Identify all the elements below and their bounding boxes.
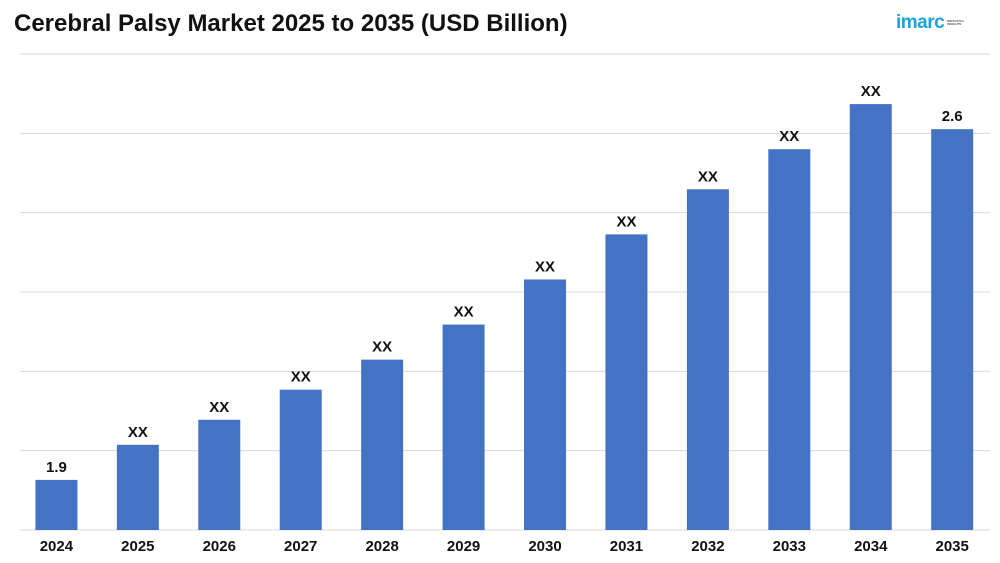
bar-2028 [361,359,404,530]
x-tick-label-2028: 2028 [365,538,398,555]
bar-2032 [686,189,729,530]
data-label-2026: XX [209,399,229,416]
data-label-2028: XX [372,339,392,356]
data-label-2031: XX [616,213,636,230]
bar-2033 [768,149,811,530]
x-tick-label-2033: 2033 [773,538,806,555]
bar-2025 [116,444,159,530]
x-tick-label-2031: 2031 [610,538,643,555]
bar-2035 [931,129,974,530]
data-label-2033: XX [779,128,799,145]
data-label-2027: XX [291,369,311,386]
bar-2029 [442,324,485,530]
bar-2027 [279,389,322,530]
bar-2026 [198,419,241,530]
data-label-2024: 1.9 [46,459,67,476]
bar-2034 [849,104,892,531]
x-tick-label-2024: 2024 [40,538,74,555]
x-tick-label-2026: 2026 [203,538,236,555]
x-tick-label-2030: 2030 [528,538,561,555]
data-label-2035: 2.6 [942,108,963,125]
data-label-2029: XX [454,304,474,321]
x-tick-label-2029: 2029 [447,538,480,555]
data-label-2034: XX [861,83,881,100]
bar-2030 [524,279,567,530]
logo-text: imarc [896,12,945,33]
chart-title: Cerebral Palsy Market 2025 to 2035 (USD … [14,10,568,37]
imarc-logo: imarc IMPACTFUL INSIGHTS [896,12,971,34]
data-label-2030: XX [535,258,555,275]
bar-2031 [605,234,648,530]
x-tick-label-2034: 2034 [854,538,888,555]
data-label-2032: XX [698,168,718,185]
data-label-2025: XX [128,424,148,441]
x-tick-label-2027: 2027 [284,538,317,555]
x-tick-label-2025: 2025 [121,538,154,555]
x-tick-label-2032: 2032 [691,538,724,555]
x-tick-label-2035: 2035 [935,538,968,555]
bar-2024 [35,479,78,530]
logo-tagline: IMPACTFUL INSIGHTS [947,18,965,26]
